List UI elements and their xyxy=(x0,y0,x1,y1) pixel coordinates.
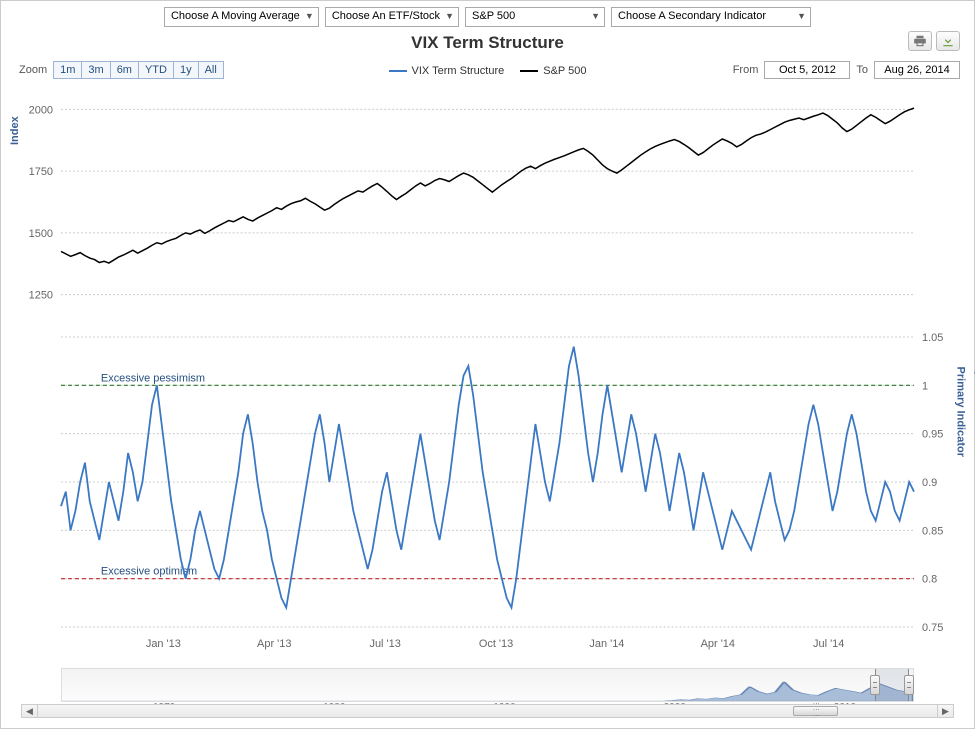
legend-swatch xyxy=(389,70,407,72)
svg-text:1250: 1250 xyxy=(29,290,53,302)
y-axis-label-left: Index xyxy=(9,116,21,145)
scroll-left-button[interactable]: ◀ xyxy=(22,705,38,717)
title-row: VIX Term Structure xyxy=(1,31,974,59)
navigator-plot[interactable]: 19701980199020002010 xyxy=(61,668,914,702)
svg-text:Excessive pessimism: Excessive pessimism xyxy=(101,372,205,384)
svg-text:0.8: 0.8 xyxy=(922,574,937,586)
svg-text:Jan '13: Jan '13 xyxy=(146,638,181,650)
etf-select[interactable]: Choose An ETF/Stock xyxy=(325,7,459,27)
navigator-handle-left[interactable] xyxy=(870,675,880,695)
scroll-thumb[interactable] xyxy=(793,706,838,716)
legend-label: S&P 500 xyxy=(543,65,586,77)
svg-text:Apr '13: Apr '13 xyxy=(257,638,291,650)
download-button[interactable] xyxy=(936,31,960,51)
svg-text:1: 1 xyxy=(922,380,928,392)
download-icon xyxy=(941,34,955,48)
moving-average-select[interactable]: Choose A Moving Average xyxy=(164,7,319,27)
svg-text:1.05: 1.05 xyxy=(922,332,943,344)
date-range: From To xyxy=(733,61,960,79)
secondary-indicator-select[interactable]: Choose A Secondary Indicator xyxy=(611,7,811,27)
from-date-input[interactable] xyxy=(764,61,850,79)
y-axis-label-primary: Primary Indicator xyxy=(954,367,966,457)
print-button[interactable] xyxy=(908,31,932,51)
svg-text:0.85: 0.85 xyxy=(922,525,943,537)
legend-swatch xyxy=(520,70,538,72)
navigator: 19701980199020002010 ◀ ▶ xyxy=(11,668,964,718)
horizontal-scrollbar[interactable]: ◀ ▶ xyxy=(21,704,954,718)
scroll-track[interactable] xyxy=(38,705,937,717)
navigator-handle-right[interactable] xyxy=(904,675,914,695)
svg-text:0.95: 0.95 xyxy=(922,429,943,441)
to-date-input[interactable] xyxy=(874,61,960,79)
svg-text:1500: 1500 xyxy=(29,228,53,240)
chart-area: Index Primary Indicator Secondary Indica… xyxy=(11,87,964,662)
svg-text:Jan '14: Jan '14 xyxy=(589,638,624,650)
print-icon xyxy=(913,34,927,48)
svg-text:1750: 1750 xyxy=(29,166,53,178)
svg-text:2000: 2000 xyxy=(29,104,53,116)
scroll-right-button[interactable]: ▶ xyxy=(937,705,953,717)
plot-area[interactable]: 12501500175020000.750.80.850.90.9511.05E… xyxy=(61,87,914,662)
chart-frame: Choose A Moving Average Choose An ETF/St… xyxy=(0,0,975,729)
svg-text:Jul '13: Jul '13 xyxy=(369,638,400,650)
svg-text:Oct '13: Oct '13 xyxy=(479,638,513,650)
control-row: Zoom 1m3m6mYTD1yAll VIX Term StructureS&… xyxy=(1,59,974,83)
legend-item[interactable]: S&P 500 xyxy=(520,65,586,77)
to-label: To xyxy=(856,64,868,76)
index-select[interactable]: S&P 500 xyxy=(465,7,605,27)
svg-text:0.75: 0.75 xyxy=(922,622,943,634)
svg-text:Jul '14: Jul '14 xyxy=(813,638,844,650)
svg-text:0.9: 0.9 xyxy=(922,477,937,489)
legend-label: VIX Term Structure xyxy=(412,65,505,77)
chart-title: VIX Term Structure xyxy=(1,31,974,53)
top-selectors: Choose A Moving Average Choose An ETF/St… xyxy=(1,1,974,31)
legend-item[interactable]: VIX Term Structure xyxy=(389,65,505,77)
svg-text:Apr '14: Apr '14 xyxy=(701,638,735,650)
from-label: From xyxy=(733,64,759,76)
